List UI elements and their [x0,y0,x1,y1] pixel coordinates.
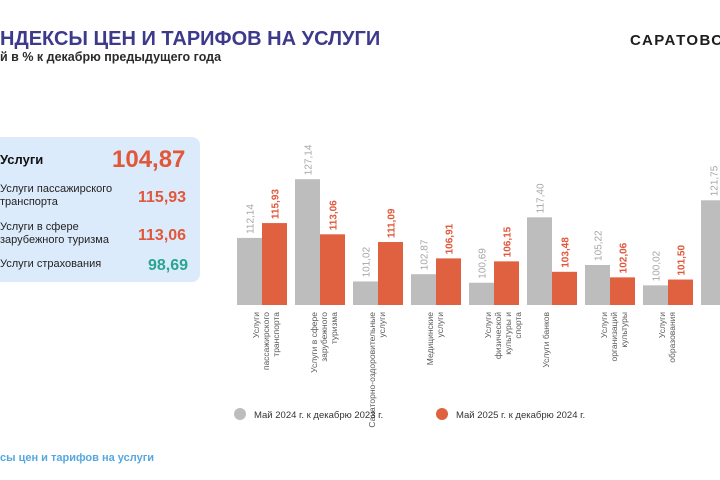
bar-series-0 [701,200,720,305]
data-label-series-1: 106,91 [445,223,456,254]
category-label: зарубежного [319,312,329,362]
category-label: Услуги [599,312,609,338]
category-label: организаций [609,312,619,362]
data-label-series-1: 103,48 [561,237,572,268]
data-label-series-1: 102,06 [619,242,630,273]
bar-series-0 [295,179,320,305]
bar-series-0 [353,281,378,305]
category-label: Услуги [657,312,667,338]
page-title: НДЕКСЫ ЦЕН И ТАРИФОВ НА УСЛУГИ [0,28,381,50]
category-label: культуры [619,312,629,348]
bar-series-0 [585,264,610,305]
category-label: Медицинские [425,312,435,365]
category-label: Услуги [483,312,493,338]
summary-label-insurance: Услуги страхования [0,258,102,270]
bar-series-0 [237,237,262,305]
data-label-series-0: 117,40 [536,183,547,213]
bar-series-0 [411,274,436,305]
bar-series-0 [643,285,668,305]
data-label-series-1: 106,15 [503,226,514,257]
bar-series-1 [552,271,577,305]
bar-series-1 [262,223,287,305]
footer-link-text: сы цен и тарифов на услуги [0,452,155,464]
summary-value-insurance: 98,69 [148,257,189,274]
category-label: услуги [377,312,387,338]
summary-label-services: Услуги [0,152,44,167]
legend-label-series-0: Май 2024 г. к декабрю 2023 г. [254,410,383,421]
bar-series-1 [668,279,693,305]
category-label: Услуги в сфере [309,312,319,373]
summary-value-tourism: 113,06 [138,227,187,244]
page-subtitle: й в % к декабрю предыдущего года [0,50,222,64]
data-label-series-0: 102,87 [420,239,431,270]
bar-series-0 [527,217,552,305]
summary-value-services: 104,87 [112,146,186,173]
category-label: транспорта [271,312,281,357]
bar-series-1 [378,242,403,305]
bar-series-0 [469,282,494,305]
bar-series-1 [436,258,461,305]
data-label-series-0: 100,69 [478,248,489,279]
category-label: туризма [329,312,339,344]
category-label: Услуги банков [541,312,551,368]
legend-marker-series-1 [436,408,448,420]
data-label-series-0: 105,22 [594,230,605,261]
category-label: пассажирского [261,312,271,370]
summary-panel: Услуги 104,87 Услуги пассажирского транс… [0,137,200,282]
data-label-series-1: 101,50 [677,245,688,276]
data-label-series-0: 127,14 [304,144,315,175]
summary-label-tourism: Услуги в сфере зарубежного туризма [0,221,109,246]
data-label-series-1: 115,93 [271,189,282,219]
data-label-series-1: 113,06 [329,200,340,230]
bar-series-1 [610,277,635,305]
data-label-series-1: 111,09 [387,208,398,238]
legend-marker-series-0 [234,408,246,420]
summary-label-transport: Услуги пассажирского транспорта [0,183,113,208]
data-label-series-0: 121,75 [710,165,720,196]
data-label-series-0: 112,14 [246,204,257,234]
legend-label-series-1: Май 2025 г. к декабрю 2024 г. [456,410,585,421]
data-label-series-0: 100,02 [652,250,663,281]
category-label: культуры и [503,312,513,355]
category-label: Услуги [251,312,261,338]
summary-value-transport: 115,93 [138,189,187,206]
bar-series-1 [494,261,519,305]
brand-logo-text: САРАТОВС [630,32,720,49]
category-label: услуги [435,312,445,338]
category-label: физической [493,312,503,359]
category-label: Санаторно-оздоровительные [367,312,377,428]
bar-series-1 [320,234,345,305]
data-label-series-0: 101,02 [362,246,373,277]
category-label: спорта [513,312,523,339]
category-label: образования [667,312,677,363]
